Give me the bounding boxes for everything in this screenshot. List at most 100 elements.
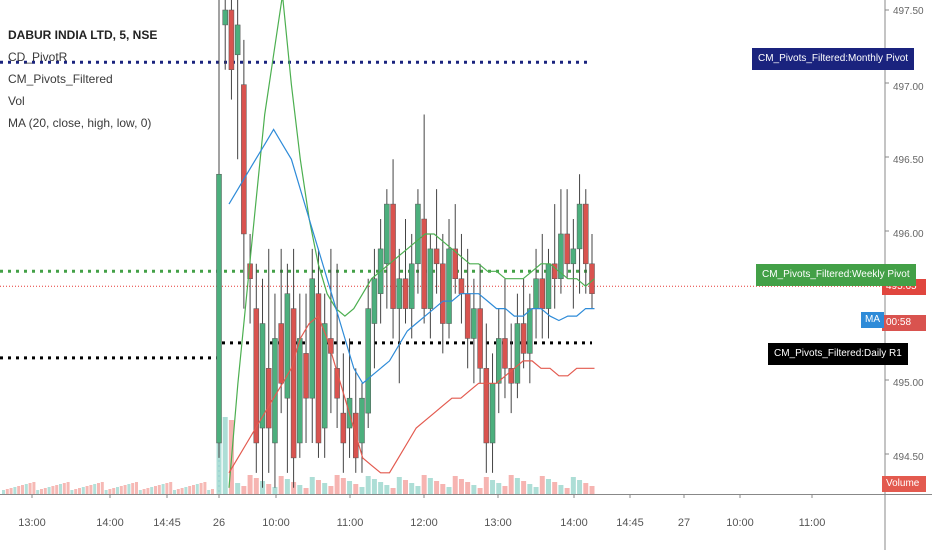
volume-bar: [303, 488, 309, 494]
study-cm-pivots-filtered[interactable]: CM_Pivots_Filtered: [8, 72, 113, 86]
volume-bar: [195, 484, 199, 494]
candle-body: [483, 368, 490, 444]
candle-body: [440, 263, 446, 324]
time-axis-label: 14:00: [96, 517, 124, 529]
volume-bar: [235, 483, 241, 494]
candle-body: [508, 368, 514, 384]
volume-bar: [340, 478, 346, 494]
volume-bar: [390, 488, 396, 494]
volume-bar: [471, 485, 477, 494]
candle-body: [446, 248, 452, 324]
time-axis-label: 14:00: [560, 517, 588, 529]
volume-bar: [161, 484, 165, 494]
volume-bar: [32, 482, 36, 494]
time-axis-label: 12:00: [410, 517, 438, 529]
volume-bar: [192, 485, 195, 494]
volume-bar: [216, 428, 222, 494]
volume-bar: [284, 479, 290, 494]
volume-bar: [253, 478, 259, 494]
volume-bar: [589, 486, 595, 494]
volume-bar: [112, 488, 116, 494]
volume-bar: [539, 476, 545, 494]
volume-bar: [434, 481, 440, 494]
candle-body: [527, 308, 533, 354]
volume-bar: [104, 490, 108, 494]
volume-bar: [116, 487, 119, 494]
candle-body: [334, 368, 340, 399]
volume-bar: [558, 485, 564, 494]
volume-bar: [5, 489, 9, 494]
candle-body: [477, 308, 483, 369]
price-axis-label: 497.50: [893, 6, 924, 17]
volume-bar: [359, 487, 365, 494]
volume-bar: [119, 486, 123, 494]
volume-bar: [322, 483, 328, 494]
volume-bar: [458, 479, 464, 494]
volume-bar: [173, 490, 176, 494]
volume-bar: [371, 479, 377, 494]
volume-bar: [146, 488, 150, 494]
candle-body: [433, 248, 440, 265]
volume-bar: [241, 486, 247, 494]
candle-body: [452, 248, 458, 279]
volume-bar: [291, 482, 297, 494]
volume-bar: [51, 486, 55, 494]
volume-bar: [577, 480, 583, 494]
time-axis-label: 11:00: [336, 517, 364, 529]
volume-bar: [24, 484, 28, 494]
volume-bar: [583, 483, 589, 494]
candle-body: [576, 203, 583, 250]
candle-body: [551, 263, 558, 279]
ma-blue-line: [228, 128, 595, 385]
study-vol[interactable]: Vol: [8, 94, 25, 108]
candle-body: [464, 293, 471, 339]
candle-body: [514, 323, 521, 384]
volume-bar: [81, 487, 85, 494]
volume-bar: [89, 485, 93, 494]
monthly-pivot-tag: CM_Pivots_Filtered:Monthly Pivot: [752, 48, 915, 70]
time-axis-label: 14:45: [616, 517, 644, 529]
volume-bar: [203, 482, 207, 494]
time-axis-label: 10:00: [262, 517, 290, 529]
volume-bar: [496, 483, 502, 494]
candle-body: [489, 383, 496, 444]
countdown-tag: 00:58: [882, 315, 926, 331]
volume-bar: [421, 475, 427, 494]
candle-body: [496, 338, 502, 384]
volume-bar: [74, 489, 78, 494]
volume-bar: [328, 486, 334, 494]
volume-tag: Volume: [882, 476, 926, 492]
candle-body: [520, 323, 527, 354]
volume-bar: [66, 482, 70, 494]
volume-bar: [347, 481, 353, 494]
volume-bar: [78, 488, 81, 494]
volume-bar: [55, 485, 59, 494]
ma-tag: MA: [861, 312, 884, 328]
candle-body: [340, 412, 347, 444]
candle-body: [402, 278, 409, 309]
candle-body: [415, 203, 421, 265]
candle-body: [458, 278, 465, 294]
study-cd-pivotr[interactable]: CD_PivotR: [8, 50, 68, 64]
volume-bar: [427, 478, 433, 494]
candle-body: [384, 203, 390, 265]
candle-body: [558, 233, 564, 279]
ma-red-line: [228, 315, 595, 474]
volume-bar: [545, 479, 551, 494]
chart-legend: DABUR INDIA LTD, 5, NSE CD_PivotR CM_Piv…: [8, 24, 157, 134]
volume-bar: [43, 488, 47, 494]
time-axis-label: 26: [212, 517, 226, 529]
study-ma[interactable]: MA (20, close, high, low, 0): [8, 116, 152, 130]
volume-bar: [465, 482, 471, 494]
candle-body: [321, 323, 328, 429]
volume-bar: [59, 484, 62, 494]
volume-bar: [247, 475, 253, 494]
candle-body: [222, 9, 228, 26]
volume-bar: [207, 490, 211, 494]
volume-bar: [2, 490, 5, 494]
symbol-title[interactable]: DABUR INDIA LTD, 5, NSE: [8, 28, 158, 42]
volume-bar: [85, 486, 89, 494]
candle-body: [216, 173, 222, 444]
volume-bar: [211, 489, 214, 494]
